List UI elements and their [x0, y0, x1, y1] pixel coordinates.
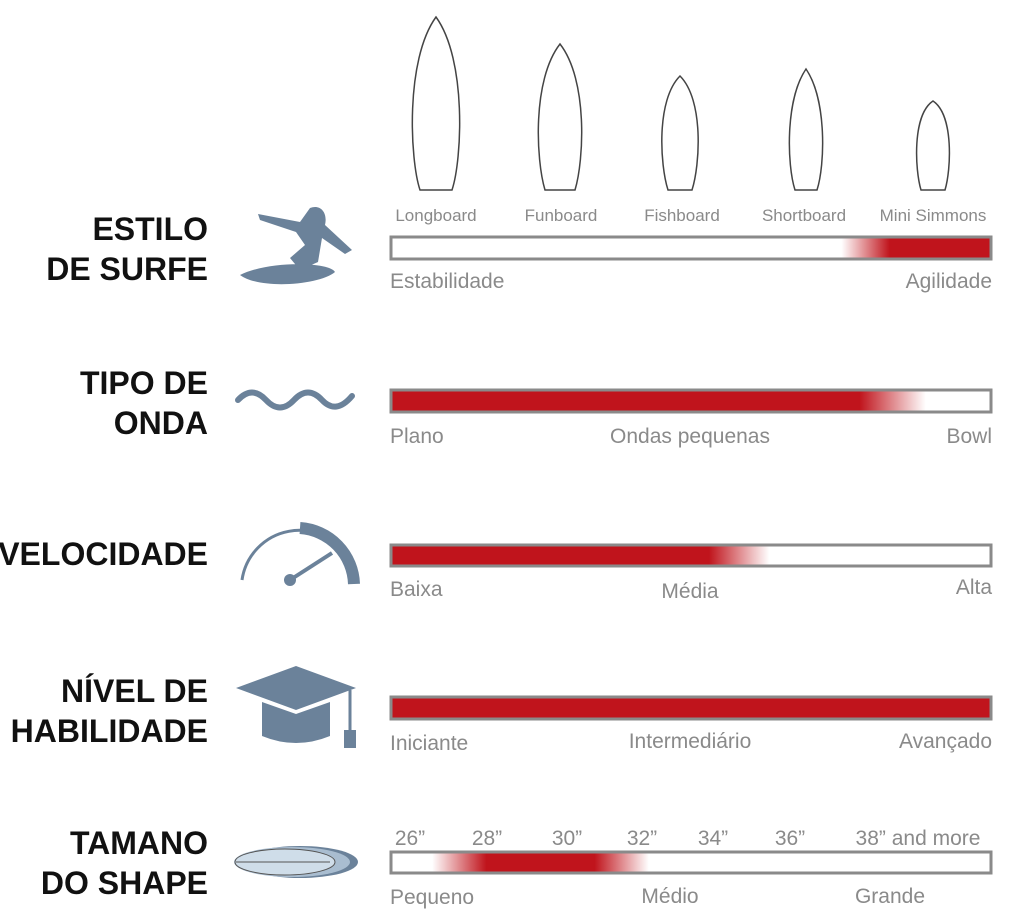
size-label: 34”	[698, 827, 728, 850]
row-title: ESTILO	[92, 211, 208, 247]
range-bar	[389, 235, 993, 261]
scale-label: Médio	[641, 885, 698, 908]
speedometer-icon	[240, 522, 360, 586]
range-bar	[389, 695, 993, 721]
board-name: Shortboard	[762, 206, 846, 225]
board-icon	[411, 15, 461, 191]
row-title: TAMANO	[70, 825, 208, 861]
shape-icon	[234, 846, 358, 878]
board-name: Fishboard	[644, 206, 720, 225]
row-title: TIPO DE	[80, 365, 208, 401]
range-bar	[389, 388, 993, 414]
graduation-icon	[236, 666, 356, 748]
scale-label: Alta	[956, 576, 993, 599]
boards: Longboard Funboard Fishboard Shortboard …	[395, 15, 987, 225]
size-label: 32”	[627, 827, 657, 850]
row-title: HABILIDADE	[11, 713, 208, 749]
row-title: DO SHAPE	[41, 865, 208, 901]
scale-label: Avançado	[899, 730, 992, 753]
scale-label: Ondas pequenas	[610, 425, 770, 448]
scale-label: Estabilidade	[390, 270, 504, 293]
range-bar	[389, 850, 993, 875]
wave-icon	[235, 389, 355, 411]
board-name: Mini Simmons	[880, 206, 987, 225]
scale-label: Intermediário	[629, 730, 752, 753]
scale-label: Bowl	[946, 425, 992, 448]
row-title: VELOCIDADE	[0, 536, 208, 572]
row-title: ONDA	[114, 405, 208, 441]
scale-label: Média	[661, 580, 719, 603]
surfer-icon	[240, 206, 352, 285]
board-name: Longboard	[395, 206, 476, 225]
scale-label: Baixa	[390, 578, 443, 601]
scale-label: Grande	[855, 885, 925, 908]
scale-label: Agilidade	[906, 270, 992, 293]
size-label: 30”	[552, 827, 582, 850]
board-icon	[661, 74, 699, 191]
board-icon	[915, 100, 951, 191]
board-name: Funboard	[525, 206, 598, 225]
row-title: NÍVEL DE	[61, 673, 208, 709]
board-icon	[788, 67, 824, 191]
range-bar	[389, 543, 993, 568]
size-label: 38” and more	[856, 827, 981, 850]
scale-label: Pequeno	[390, 886, 474, 909]
scale-label: Iniciante	[390, 732, 468, 755]
row-title: DE SURFE	[46, 251, 208, 287]
size-label: 28”	[472, 827, 502, 850]
size-label: 26”	[395, 827, 425, 850]
size-label: 36”	[775, 827, 805, 850]
board-icon	[537, 42, 583, 191]
scale-label: Plano	[390, 425, 444, 448]
